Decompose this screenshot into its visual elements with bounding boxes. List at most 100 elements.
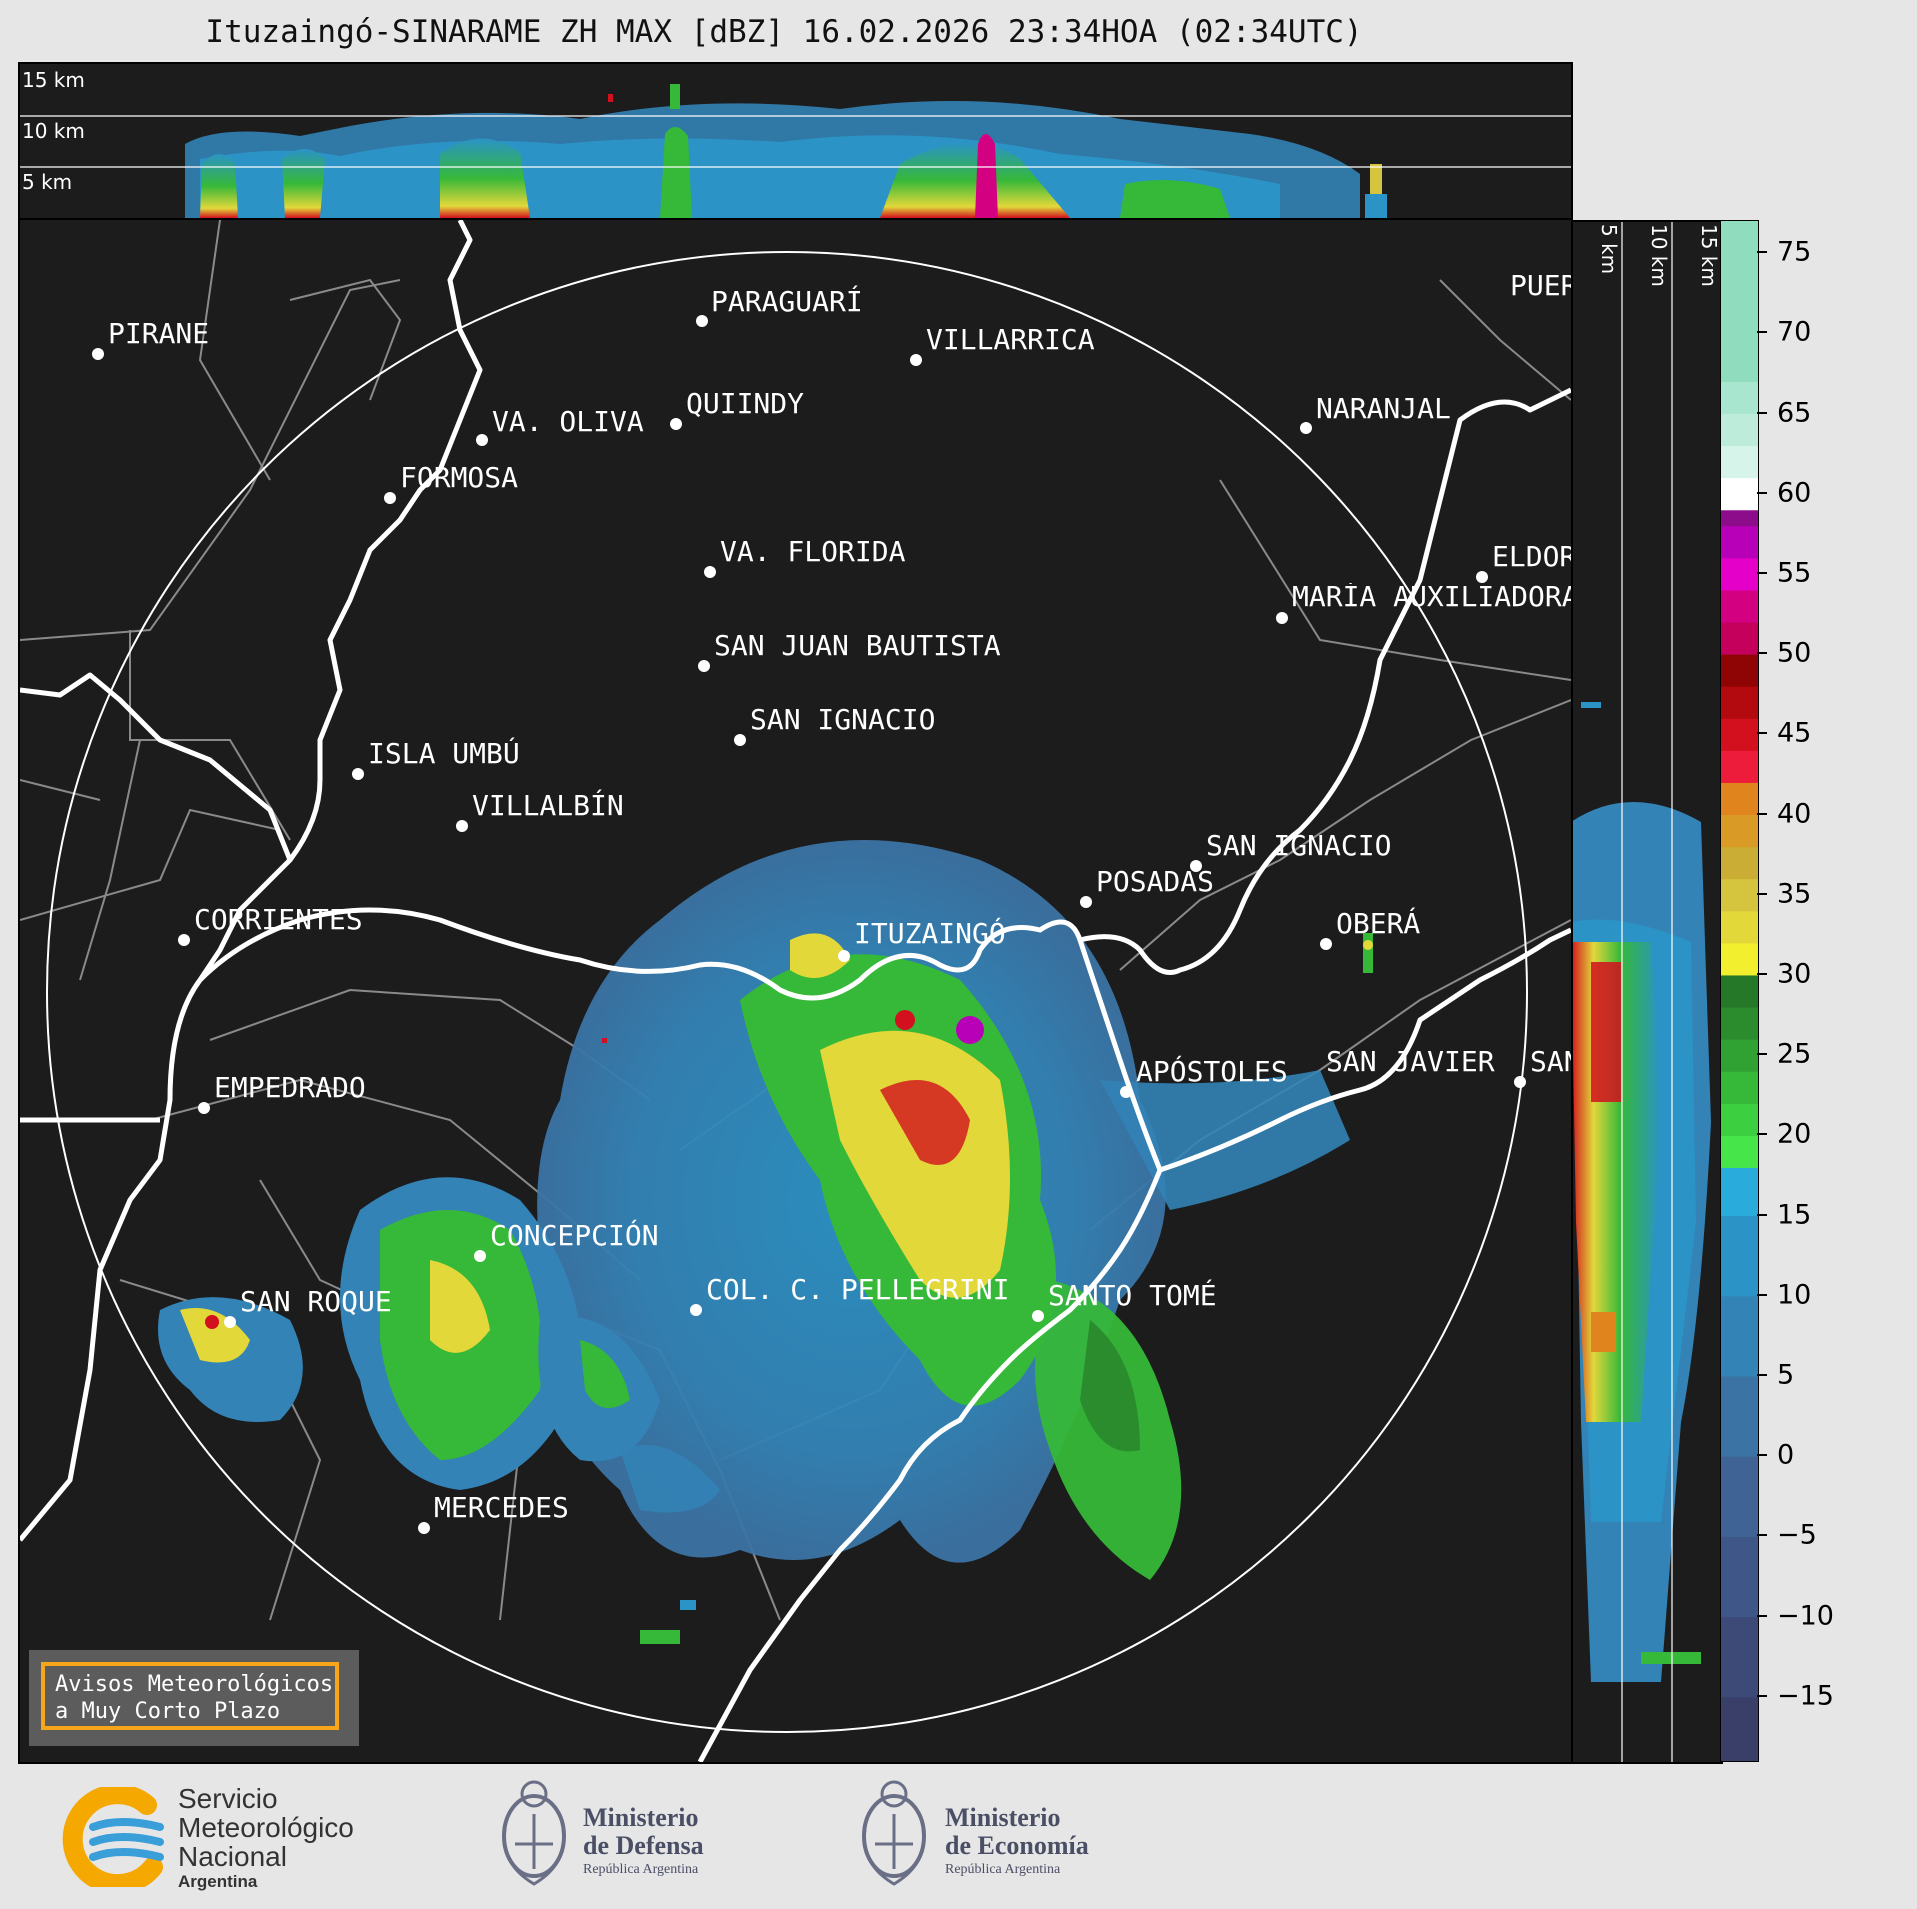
colorbar-segment: [1721, 1616, 1758, 1698]
radar-map-canvas: [20, 220, 1571, 1762]
colorbar-segment: [1721, 1103, 1758, 1136]
colorbar-segment: [1721, 654, 1758, 687]
colorbar-segment: [1721, 718, 1758, 751]
city-label-san-vicente: SAN VICENTE: [1530, 1048, 1571, 1076]
colorbar-tick: [1757, 411, 1767, 414]
city-dot: [474, 1250, 486, 1262]
colorbar-segment: [1721, 477, 1758, 511]
colorbar-segment: [1721, 1167, 1758, 1217]
top-cross-section-echoes: [20, 84, 1571, 218]
city-dot: [1514, 1076, 1526, 1088]
economia-logo-country: República Argentina: [945, 1862, 1061, 1877]
warning-banner[interactable]: Avisos Meteorológicos a Muy Corto Plazo: [29, 1650, 359, 1746]
city-label-paraguari: PARAGUARÍ: [711, 285, 863, 318]
top-cross-section-panel: 15 km 10 km 5 km: [18, 62, 1573, 220]
city-label-pirane: PIRANE: [108, 317, 210, 350]
radar-site-dot: [838, 950, 850, 962]
colorbar-tick: [1757, 1614, 1767, 1617]
city-label-va-oliva: VA. OLIVA: [492, 405, 644, 438]
city-label-isla-umbu: ISLA UMBÚ: [368, 737, 520, 770]
colorbar-tick: [1757, 1374, 1767, 1376]
colorbar-tick: [1757, 251, 1767, 254]
city-dot: [1080, 896, 1092, 908]
colorbar-segment: [1721, 589, 1758, 623]
colorbar-tick: [1757, 812, 1767, 815]
smn-logo-country: Argentina: [178, 1872, 258, 1891]
city-dot: [704, 566, 716, 578]
city-label-obera: OBERÁ: [1336, 907, 1421, 940]
colorbar-segment: [1721, 686, 1758, 719]
colorbar-tick-label: 55: [1777, 557, 1812, 589]
colorbar-tick-label: 20: [1777, 1118, 1812, 1150]
city-dot: [1276, 612, 1288, 624]
colorbar-scale: [1721, 221, 1758, 1761]
colorbar-tick: [1757, 1053, 1767, 1056]
colorbar-tick-label: 35: [1777, 878, 1812, 910]
colorbar-segment: [1721, 1071, 1758, 1104]
colorbar-segment: [1721, 814, 1758, 848]
city-dot: [476, 434, 488, 446]
colorbar-tick: [1757, 652, 1767, 655]
city-dot: [696, 315, 708, 327]
range-ring: [46, 251, 1528, 1733]
city-label-va-florida: VA. FLORIDA: [720, 535, 906, 568]
city-label-posadas: POSADAS: [1096, 865, 1215, 898]
colorbar-tick-label: 5: [1777, 1359, 1795, 1391]
altitude-label-5km-vertical: 5 km: [1597, 224, 1621, 275]
city-label-apostoles: APÓSTOLES: [1136, 1055, 1288, 1088]
colorbar-segment: [1721, 910, 1758, 944]
colorbar-segment: [1721, 1135, 1758, 1168]
colorbar-segment: [1721, 878, 1758, 912]
warning-line-2: a Muy Corto Plazo: [55, 1699, 281, 1724]
colorbar-tick: [1757, 1133, 1767, 1136]
smn-logo-line-3: Nacional: [178, 1841, 287, 1872]
smn-logo-line-1: Servicio: [178, 1783, 278, 1814]
city-dot: [1120, 1086, 1132, 1098]
colorbar-tick-label: 25: [1777, 1038, 1812, 1070]
city-label-san-ignacio-ar: SAN IGNACIO: [1206, 829, 1392, 862]
colorbar-segment: [1721, 622, 1758, 655]
city-dot: [1190, 860, 1202, 872]
city-label-corrientes: CORRIENTES: [194, 903, 363, 936]
altitude-label-15km-vertical: 15 km: [1697, 224, 1721, 287]
dbz-colorbar: [1720, 220, 1759, 1762]
colorbar-segment: [1721, 1007, 1758, 1040]
city-dot: [418, 1522, 430, 1534]
city-dot: [224, 1316, 236, 1328]
city-label-concepcion: CONCEPCIÓN: [490, 1219, 659, 1252]
city-label-quiindy: QUIINDY: [686, 387, 805, 420]
city-label-empedrado: EMPEDRADO: [214, 1071, 366, 1104]
colorbar-tick: [1757, 1694, 1767, 1697]
colorbar-tick: [1757, 1213, 1767, 1216]
city-dot: [698, 660, 710, 672]
chart-title: Ituzaingó-SINARAME ZH MAX [dBZ] 16.02.20…: [205, 14, 1363, 50]
city-dot: [178, 934, 190, 946]
city-label-naranjal: NARANJAL: [1316, 392, 1451, 425]
colorbar-segment: [1721, 974, 1758, 1008]
colorbar-tick: [1757, 1454, 1767, 1457]
colorbar-tick: [1757, 972, 1767, 975]
colorbar-tick: [1757, 732, 1767, 735]
city-dot: [456, 820, 468, 832]
colorbar-ticks: 75 70 65 60 55 50 45 40 35 30 25 20 15 1…: [1757, 220, 1877, 1760]
colorbar-tick: [1757, 1534, 1767, 1537]
city-dot: [690, 1304, 702, 1316]
colorbar-segment: [1721, 1536, 1758, 1618]
defensa-logo-country: República Argentina: [583, 1862, 699, 1877]
colorbar-segment: [1721, 1696, 1758, 1761]
radar-map[interactable]: PIRANE PARAGUARÍ VILLARRICA VA. OLIVA QU…: [18, 218, 1573, 1764]
colorbar-segment: [1721, 750, 1758, 783]
altitude-label-15km: 15 km: [22, 68, 85, 92]
city-dot: [1320, 938, 1332, 950]
coat-of-arms-icon: [502, 1780, 566, 1886]
colorbar-segment: [1721, 942, 1758, 976]
colorbar-tick-label: 65: [1777, 397, 1812, 428]
colorbar-segment: [1721, 221, 1758, 382]
defensa-logo-line-1: Ministerio: [583, 1803, 699, 1832]
colorbar-segment: [1721, 557, 1758, 591]
coat-of-arms-icon: [862, 1780, 926, 1886]
colorbar-segment: [1721, 509, 1758, 527]
warning-banner-frame: Avisos Meteorológicos a Muy Corto Plazo: [41, 1662, 339, 1730]
city-dot: [92, 348, 104, 360]
city-dot: [384, 492, 396, 504]
